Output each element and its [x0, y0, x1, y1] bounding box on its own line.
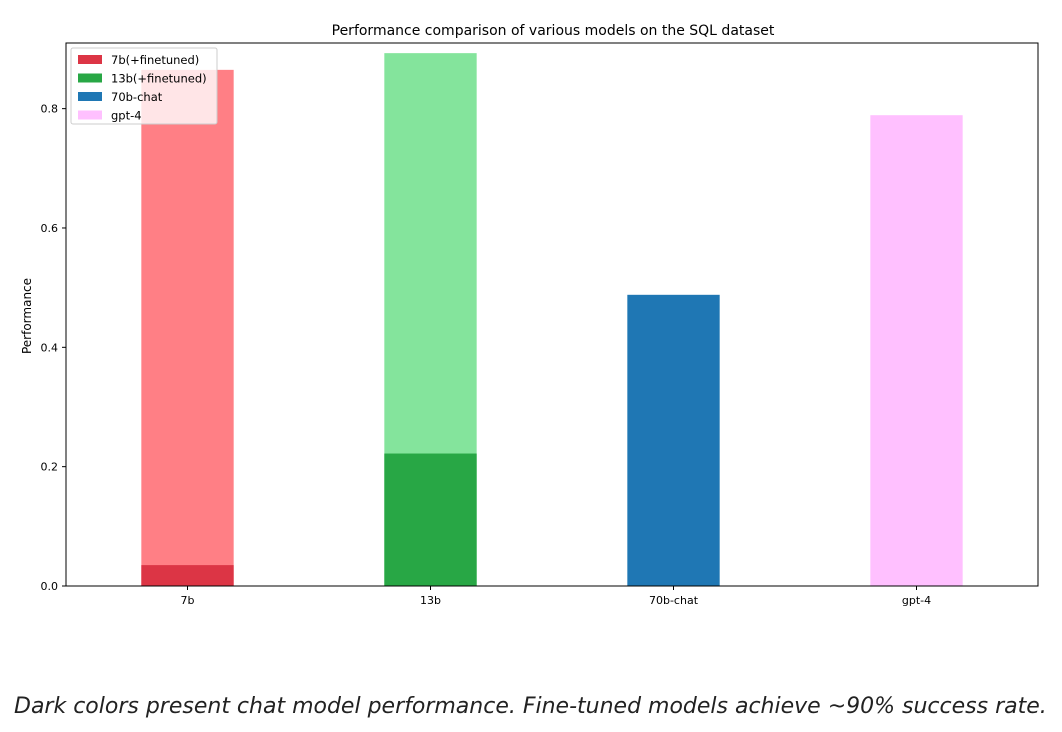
bar-chart: Performance comparison of various models… [20, 23, 1039, 607]
bar-7b-chat [141, 565, 234, 586]
legend-label: 70b-chat [111, 90, 163, 104]
legend-swatch [78, 55, 102, 64]
x-tick-label: 13b [420, 594, 441, 607]
x-tick-label: 7b [181, 594, 195, 607]
legend-label: gpt-4 [111, 109, 142, 123]
bar-7b-finetuned [141, 69, 234, 587]
legend-label: 13b(+finetuned) [111, 72, 207, 86]
y-tick-label: 0.6 [41, 222, 59, 235]
legend-label: 7b(+finetuned) [111, 53, 199, 67]
x-tick-label: 70b-chat [649, 594, 699, 607]
bar-13b-chat [384, 453, 477, 586]
y-tick-label: 0.4 [41, 341, 59, 354]
bars-layer [141, 53, 963, 587]
x-tick-label: gpt-4 [902, 594, 931, 607]
ticks-layer: 0.0 0.2 0.4 0.6 0.8 7b 13b 70b-chat gpt-4 [41, 103, 932, 607]
y-axis-label: Performance [20, 278, 34, 354]
legend-box [70, 47, 218, 125]
figure-caption: Dark colors present chat model performan… [14, 694, 1047, 719]
y-tick-label: 0.0 [41, 580, 59, 593]
plot-frame [65, 42, 1039, 587]
legend-swatch [78, 73, 102, 83]
y-tick-label: 0.2 [41, 461, 59, 474]
bar-70b-chat-chat [627, 294, 720, 586]
chart-title: Performance comparison of various models… [332, 23, 775, 39]
legend-swatch [78, 110, 102, 120]
legend-swatch [78, 92, 102, 101]
y-tick-label: 0.8 [41, 103, 59, 116]
legend: 7b(+finetuned) 13b(+finetuned) 70b-chat gpt… [70, 47, 218, 125]
bar-gpt-4-chat [870, 115, 963, 586]
